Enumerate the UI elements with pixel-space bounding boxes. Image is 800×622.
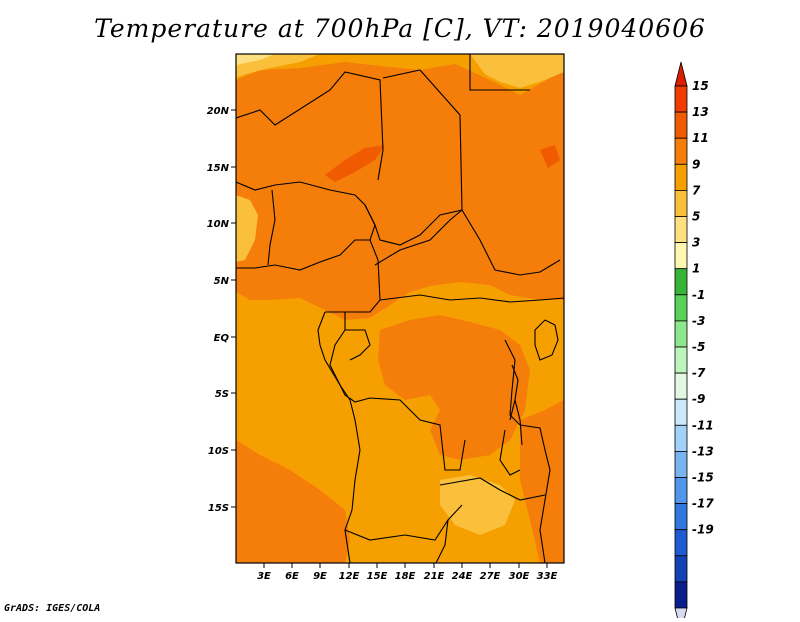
- field-11-to-13-east: [378, 315, 530, 460]
- legend-swatch: [674, 163, 688, 191]
- lon-label: 30E: [509, 571, 530, 582]
- legend-label: 7: [692, 183, 701, 197]
- field-7-to-9-south: [440, 475, 515, 535]
- legend-label: 3: [692, 236, 700, 250]
- legend-swatch: [674, 189, 688, 217]
- field-7-to-9-west: [236, 195, 258, 262]
- lon-label: 15E: [367, 571, 388, 582]
- lon-label: 33E: [537, 571, 558, 582]
- border-line: [236, 71, 384, 181]
- lon-label: 12E: [339, 571, 360, 582]
- legend-label: -19: [692, 523, 714, 537]
- legend-swatch: [674, 111, 688, 139]
- legend-label: -13: [692, 444, 714, 458]
- legend-swatch: [674, 268, 688, 296]
- legend-swatch: [674, 529, 688, 557]
- lat-label: 15S: [208, 503, 229, 514]
- border-line: [236, 181, 376, 241]
- border-line: [504, 339, 521, 426]
- lon-axis: 3E 6E 9E 12E 15E 18E 21E 24E 27E 30E 33E: [257, 563, 558, 582]
- field-13-to-15-streak-2: [540, 145, 560, 168]
- legend-swatch: [674, 216, 688, 244]
- lat-label: EQ: [214, 333, 230, 344]
- lon-label: 21E: [424, 571, 445, 582]
- legend-swatch: [674, 372, 688, 400]
- border-line: [499, 429, 521, 476]
- legend-swatch: [674, 555, 688, 583]
- legend-label: 13: [692, 105, 709, 119]
- legend-swatch: [674, 424, 688, 452]
- lat-label: 5S: [215, 389, 229, 400]
- border-line: [267, 189, 276, 266]
- borders: [236, 54, 564, 563]
- legend-swatch: [674, 477, 688, 505]
- legend-swatch: [674, 581, 688, 609]
- field-5-to-7-tip: [236, 54, 275, 66]
- legend-swatch: [674, 346, 688, 374]
- legend-label: -7: [692, 366, 706, 380]
- legend-top-arrow: [674, 61, 688, 87]
- legend-swatch: [674, 398, 688, 426]
- lake-outline: [514, 399, 523, 446]
- lat-axis: 20N 15N 10N 5N EQ 5S 10S 15S: [207, 106, 236, 514]
- field-11-to-13-southeast: [520, 400, 564, 563]
- legend-label: -3: [692, 314, 705, 328]
- legend-label: 5: [692, 210, 700, 224]
- legend-swatch: [674, 137, 688, 165]
- legend-swatch: [674, 450, 688, 478]
- legend-bottom-arrow: [674, 607, 688, 622]
- map-frame: [235, 53, 565, 564]
- border-line: [439, 477, 546, 501]
- legend-label: -9: [692, 392, 705, 406]
- coastline: [317, 311, 361, 563]
- border-line: [519, 424, 551, 563]
- color-legend: 15 13 11 9 7 5 3 1 -1 -3 -5 -7 -9 -11 -13 -15 -17 -19: [674, 61, 714, 622]
- lon-label: 6E: [285, 571, 299, 582]
- lon-label: 9E: [313, 571, 327, 582]
- legend-swatch: [674, 85, 688, 113]
- legend-label: -5: [692, 340, 705, 354]
- legend-label: -1: [692, 288, 705, 302]
- border-line: [236, 239, 381, 301]
- lat-label: 20N: [207, 106, 230, 117]
- lon-label: 24E: [452, 571, 473, 582]
- legend-swatch: [674, 503, 688, 531]
- border-line: [469, 54, 530, 91]
- legend-label: 1: [692, 262, 700, 276]
- legend-swatch: [674, 294, 688, 322]
- lon-label: 3E: [257, 571, 271, 582]
- lake-outline: [509, 364, 519, 421]
- lat-label: 10S: [208, 446, 229, 457]
- chart-title: Temperature at 700hPa [C], VT: 201904060…: [94, 14, 706, 43]
- legend-label: 15: [692, 79, 709, 93]
- border-line: [435, 519, 449, 563]
- legend-label: 9: [692, 157, 700, 171]
- border-line: [325, 311, 371, 361]
- field-11-to-13-southwest: [236, 440, 350, 563]
- legend-label: -15: [692, 471, 714, 485]
- lat-label: 5N: [214, 276, 230, 287]
- legend-label: -17: [692, 497, 714, 511]
- credit-text: GrADS: IGES/COLA: [4, 603, 101, 614]
- legend-swatch: [674, 320, 688, 348]
- border-line: [329, 329, 466, 471]
- border-line: [382, 69, 463, 211]
- lat-label: 10N: [207, 219, 230, 230]
- legend-label: 11: [692, 131, 709, 145]
- field-7-to-9-northeast: [470, 54, 564, 88]
- border-line: [374, 209, 561, 276]
- border-line: [345, 294, 564, 313]
- temperature-field: [236, 54, 564, 563]
- lon-label: 27E: [480, 571, 501, 582]
- lat-label: 15N: [207, 163, 230, 174]
- lake-outline: [534, 319, 559, 361]
- border-line: [344, 504, 463, 541]
- field-13-to-15-streak-1: [325, 145, 385, 182]
- field-11-to-13-north: [236, 62, 564, 320]
- lon-label: 18E: [395, 571, 416, 582]
- legend-swatch: [674, 242, 688, 270]
- legend-label: -11: [692, 418, 714, 432]
